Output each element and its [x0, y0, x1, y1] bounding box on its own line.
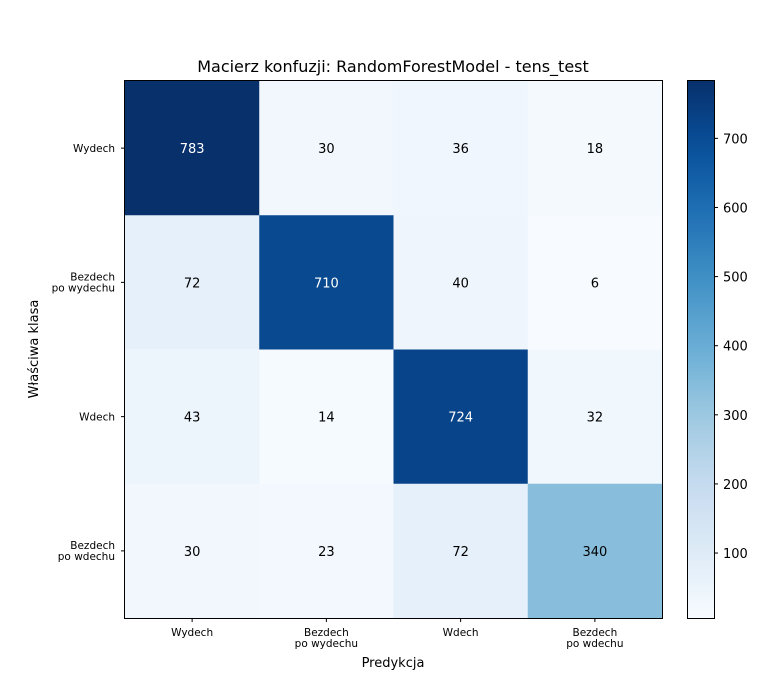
y-tick-label: Wydech [73, 143, 115, 155]
colorbar-tick-label: 200 [723, 478, 748, 493]
cell-value-label: 30 [318, 142, 335, 157]
colorbar-tick-label: 700 [723, 132, 748, 147]
heatmap-cell [393, 81, 529, 216]
colorbar-tick-label: 500 [723, 271, 748, 286]
x-axis-ticks: Wydech Bezdech po wydechu Wdech Bezdech po wd… [171, 618, 623, 650]
cell-value-label: 23 [318, 545, 335, 560]
cell-value-label: 340 [582, 545, 607, 560]
heatmap-cell [259, 483, 394, 619]
cell-value-label: 18 [587, 142, 604, 157]
heatmap-cells [125, 81, 663, 619]
cell-value-label: 14 [318, 411, 335, 426]
y-tick-label: Wdech [79, 412, 115, 424]
heatmap-cell [125, 483, 260, 619]
heatmap-cell [527, 483, 663, 619]
chart-title: Macierz konfuzji: RandomForestModel - te… [197, 57, 589, 77]
heatmap-cell [393, 483, 529, 619]
cell-value-label: 43 [184, 411, 201, 426]
heatmap-cell [259, 215, 394, 350]
cell-value-label: 32 [587, 411, 604, 426]
y-tick-label: Bezdech po wdechu [58, 540, 115, 563]
cell-value-label: 6 [591, 276, 599, 291]
cell-value-label: 724 [448, 411, 473, 426]
colorbar-tick-label: 300 [723, 409, 748, 424]
x-tick-label: Wydech [171, 627, 213, 639]
heatmap-cell [393, 215, 529, 350]
cell-value-label: 710 [314, 276, 339, 291]
colorbar-tick-label: 600 [723, 201, 748, 216]
y-axis-ticks: Wydech Bezdech po wydechu Wdech Bezdech po wd… [52, 143, 125, 563]
cell-value-label: 72 [452, 545, 469, 560]
heatmap-cell [125, 81, 260, 216]
heatmap-cell [259, 81, 394, 216]
colorbar-tick-label: 400 [723, 340, 748, 355]
x-tick-label: Wdech [443, 627, 479, 639]
cell-value-label: 36 [452, 142, 469, 157]
x-tick-label: Bezdech po wdechu [566, 627, 623, 650]
heatmap-cell [125, 215, 260, 350]
heatmap-cell [527, 215, 663, 350]
cell-value-label: 783 [180, 142, 205, 157]
x-axis-label: Predykcja [362, 656, 425, 671]
cell-value-label: 30 [184, 545, 201, 560]
heatmap-cell [125, 349, 260, 485]
colorbar-ticks: 100 200 300 400 500 600 700 [714, 132, 748, 562]
heatmap-cell [527, 81, 663, 216]
heatmap-cell [527, 349, 663, 485]
cell-value-label: 40 [452, 276, 469, 291]
heatmap-cell [259, 349, 394, 485]
colorbar [687, 80, 715, 619]
plot-frame [124, 80, 663, 619]
cell-value-label: 72 [184, 276, 201, 291]
y-tick-label: Bezdech po wydechu [52, 271, 115, 294]
x-tick-label: Bezdech po wydechu [295, 627, 358, 650]
colorbar-tick-label: 100 [723, 547, 748, 562]
y-axis-label: Właściwa klasa [27, 300, 42, 399]
heatmap-cell [393, 349, 529, 485]
cell-value-labels: 783 30 36 18 72 710 40 6 43 14 724 32 30 23 72 340 [180, 142, 608, 560]
